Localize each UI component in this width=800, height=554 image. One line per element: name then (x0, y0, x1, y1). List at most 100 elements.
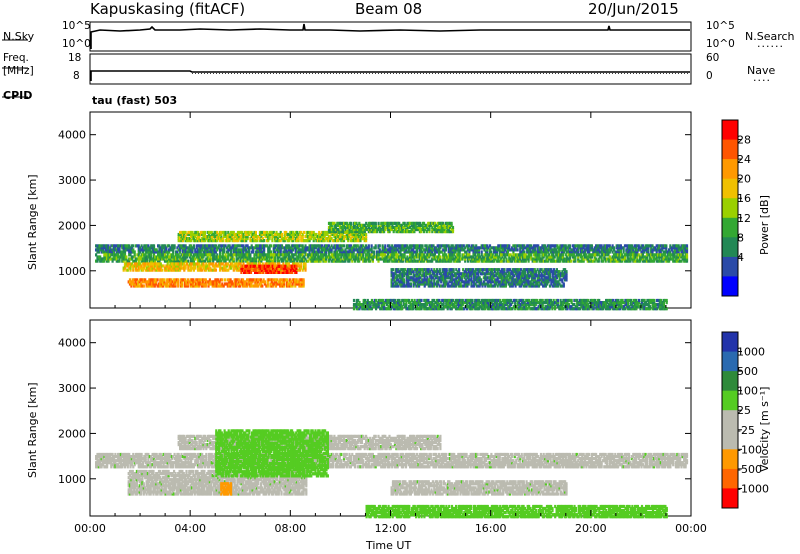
data-cell (206, 250, 209, 254)
data-cell (559, 255, 562, 259)
data-cell (233, 278, 236, 282)
data-cell (523, 259, 526, 263)
data-cell (163, 282, 166, 286)
data-cell (254, 250, 257, 254)
data-cell (567, 257, 570, 261)
data-cell (246, 257, 249, 261)
data-cell (258, 246, 262, 250)
data-cell (367, 246, 370, 250)
data-cell (327, 255, 330, 259)
data-cell (486, 246, 489, 250)
data-cell (404, 272, 407, 276)
data-cell (236, 264, 240, 268)
data-cell (423, 282, 426, 286)
data-cell (297, 248, 300, 252)
data-cell (221, 239, 224, 243)
data-cell (201, 230, 204, 235)
data-cell (572, 257, 576, 261)
data-cell (307, 230, 310, 235)
data-cell (172, 246, 175, 250)
data-cell (296, 255, 299, 259)
data-cell (296, 268, 299, 272)
data-cell (683, 250, 686, 254)
data-cell (479, 257, 482, 261)
data-cell (431, 246, 434, 250)
data-cell (270, 282, 273, 286)
data-cell (475, 284, 479, 288)
data-cell (604, 246, 607, 250)
data-cell (103, 246, 106, 250)
data-cell (451, 244, 454, 248)
data-cell (352, 227, 355, 232)
data-cell (181, 278, 184, 282)
data-cell (205, 244, 208, 248)
data-cell (198, 237, 201, 241)
data-cell (144, 268, 147, 272)
data-cell (410, 227, 413, 232)
data-cell (655, 244, 658, 248)
data-cell (141, 246, 144, 250)
data-cell (433, 257, 436, 261)
data-cell (212, 244, 215, 248)
data-cell (205, 268, 208, 272)
data-cell (405, 223, 408, 227)
data-cell (377, 259, 380, 263)
data-cell (407, 248, 410, 252)
data-cell (567, 248, 570, 252)
data-cell (474, 282, 477, 286)
data-cell (168, 284, 172, 288)
data-cell (146, 262, 149, 266)
data-cell (166, 266, 169, 270)
data-cell (207, 280, 210, 284)
data-cell (658, 259, 661, 263)
data-cell (593, 255, 596, 259)
data-cell (360, 246, 363, 250)
data-cell (213, 244, 216, 248)
data-cell (355, 255, 358, 259)
data-cell (294, 268, 297, 272)
data-cell (348, 246, 351, 250)
data-cell (209, 257, 212, 261)
data-cell (442, 274, 445, 278)
data-cell (498, 253, 501, 257)
data-cell (450, 250, 453, 254)
data-cell (252, 262, 255, 266)
data-cell (464, 259, 467, 263)
data-cell (685, 250, 689, 254)
data-cell (274, 266, 277, 270)
data-cell (402, 246, 405, 250)
data-cell (473, 278, 476, 282)
data-cell (303, 250, 306, 254)
data-cell (139, 262, 142, 266)
data-cell (442, 253, 445, 257)
data-cell (359, 230, 362, 234)
data-cell (322, 257, 325, 261)
data-cell (278, 232, 281, 237)
data-cell (190, 257, 193, 261)
data-cell (356, 223, 359, 227)
data-cell (250, 278, 253, 282)
data-cell (208, 282, 211, 286)
data-cell (381, 244, 384, 248)
data-cell (579, 244, 582, 248)
data-cell (213, 280, 216, 284)
data-cell (340, 227, 343, 232)
data-cell (289, 237, 292, 241)
data-cell (228, 244, 231, 248)
data-cell (221, 253, 224, 257)
data-cell (220, 259, 223, 263)
data-cell (96, 255, 99, 259)
data-cell (433, 284, 436, 288)
data-cell (152, 278, 155, 282)
data-cell (494, 253, 497, 257)
data-cell (309, 248, 313, 252)
data-cell (441, 274, 444, 278)
data-cell (235, 266, 238, 270)
data-cell (195, 282, 198, 286)
data-cell (412, 276, 415, 280)
data-cell (669, 253, 672, 257)
data-cell (146, 266, 149, 270)
data-cell (404, 250, 408, 254)
data-cell (497, 248, 500, 252)
data-cell (151, 244, 154, 248)
